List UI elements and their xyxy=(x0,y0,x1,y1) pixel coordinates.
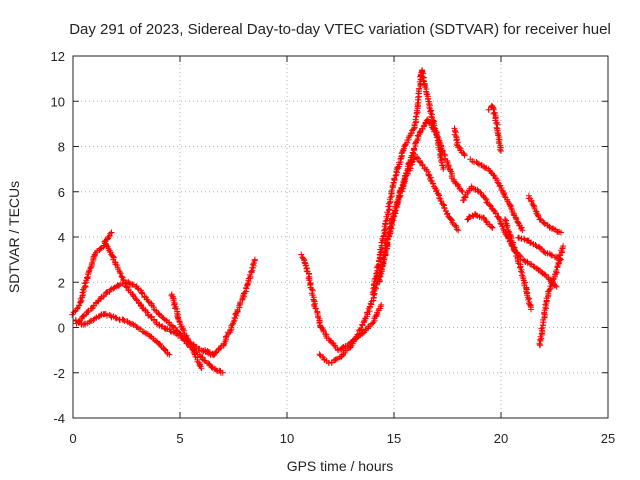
series-track-17 xyxy=(525,192,564,236)
series-track-6 xyxy=(202,256,258,359)
data-series xyxy=(69,67,567,376)
data-point-markers xyxy=(376,116,466,285)
data-point-markers xyxy=(464,210,496,231)
data-point-markers xyxy=(451,125,468,159)
series-track-11 xyxy=(451,125,468,159)
series-track-8 xyxy=(316,151,462,367)
y-tick-label: 2 xyxy=(58,275,65,290)
data-point-markers xyxy=(467,156,526,234)
series-track-14 xyxy=(467,156,526,234)
x-axis-label: GPS time / hours xyxy=(287,458,394,474)
series-track-13 xyxy=(464,210,496,231)
y-tick-label: -4 xyxy=(53,411,65,426)
y-tick-label: 10 xyxy=(51,94,65,109)
x-tick-label: 15 xyxy=(387,431,401,446)
data-point-markers xyxy=(168,291,205,372)
series-track-18 xyxy=(515,234,564,263)
data-point-markers xyxy=(515,234,564,263)
series-track-10 xyxy=(376,116,466,285)
y-tick-label: 6 xyxy=(58,185,65,200)
data-point-markers xyxy=(485,102,504,154)
x-tick-label: 10 xyxy=(280,431,294,446)
chart-title: Day 291 of 2023, Sidereal Day-to-day VTE… xyxy=(69,21,611,38)
plot-area-frame xyxy=(72,55,609,419)
data-point-markers xyxy=(72,310,173,358)
series-track-4 xyxy=(101,238,216,358)
y-tick-label: 8 xyxy=(58,140,65,155)
grid xyxy=(73,56,608,418)
y-axis-label: SDTVAR / TECUs xyxy=(6,181,22,293)
y-tick-label: -2 xyxy=(53,366,65,381)
data-point-markers xyxy=(525,192,564,236)
series-track-16 xyxy=(502,216,534,313)
y-tick-label: 12 xyxy=(51,49,65,64)
data-point-markers xyxy=(316,151,462,367)
data-point-markers xyxy=(202,256,258,359)
x-tick-label: 20 xyxy=(494,431,508,446)
x-tick-label: 25 xyxy=(601,431,615,446)
series-track-5 xyxy=(168,291,205,372)
data-point-markers xyxy=(69,229,115,318)
series-track-1 xyxy=(69,229,115,318)
data-point-markers xyxy=(502,216,534,313)
series-track-19 xyxy=(536,243,567,349)
series-track-3 xyxy=(72,310,173,358)
y-tick-label: 0 xyxy=(58,321,65,336)
x-tick-label: 5 xyxy=(176,431,183,446)
y-tick-label: 4 xyxy=(58,230,65,245)
series-track-15 xyxy=(485,102,504,154)
ticks: 0 5 10 15 20 25 -4 -2 0 2 4 6 8 10 12 xyxy=(51,49,616,446)
data-point-markers xyxy=(536,243,567,349)
data-point-markers xyxy=(101,238,216,358)
x-tick-label: 0 xyxy=(69,431,76,446)
